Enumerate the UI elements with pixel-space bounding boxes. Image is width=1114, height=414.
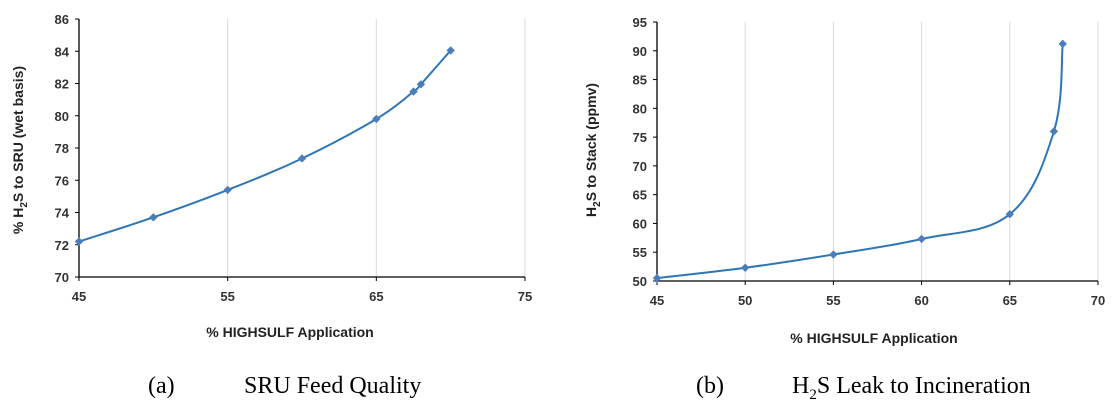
- chart-b-data-point: [1049, 127, 1059, 136]
- chart-a-y-tick-label: 84: [55, 44, 70, 59]
- chart-b-y-tick-label: 60: [633, 216, 647, 231]
- chart-a-data-point: [416, 80, 426, 89]
- chart-a-y-tick-label: 86: [55, 12, 69, 27]
- chart-a-data-point: [223, 185, 232, 195]
- caption-b-pre: H: [792, 373, 810, 399]
- chart-a-y-tick-label: 82: [55, 77, 69, 92]
- chart-b-y-tick-label: 50: [633, 274, 647, 289]
- chart-b-data-point: [829, 250, 838, 259]
- chart-b-y-axis-label: H2S to Stack (ppmv): [583, 83, 603, 217]
- chart-b-y-tick-label: 75: [633, 130, 647, 145]
- chart-b-y-tick-label: 80: [633, 101, 647, 116]
- chart-a-series-line: [78, 49, 452, 243]
- chart-b-y-tick-label: 70: [633, 159, 647, 174]
- chart-b-y-tick-label: 65: [633, 188, 647, 203]
- chart-a-y-tick-label: 72: [55, 238, 69, 253]
- chart-a-data-point: [372, 114, 381, 124]
- chart-a-y-tick-label: 78: [55, 141, 69, 156]
- chart-a-y-tick-label: 76: [55, 173, 69, 188]
- chart-a-y-tick-label: 74: [55, 206, 70, 221]
- caption-b-label: (b): [696, 373, 724, 399]
- caption-a-text: SRU Feed Quality: [244, 373, 422, 399]
- caption-b-sub: 2: [809, 386, 817, 403]
- chart-b-series-line: [656, 43, 1064, 280]
- chart-a-marks: 70 72 74 76 78 80 82 84 86 45 55 65 75: [55, 12, 533, 304]
- chart-a: % H2S to SRU (wet basis) % HIGHSULF Appl…: [0, 0, 557, 355]
- chart-a-data-point: [446, 46, 455, 55]
- chart-a-y-axis-label: % H2S to SRU (wet basis): [10, 66, 30, 234]
- chart-b: H2S to Stack (ppmv) % HIGHSULF Applicati…: [557, 0, 1114, 355]
- chart-a-data-point: [409, 87, 418, 96]
- chart-a-x-tick-label: 45: [72, 289, 86, 304]
- chart-a-plot: % H2S to SRU (wet basis) % HIGHSULF Appl…: [10, 12, 533, 340]
- chart-b-x-axis-label: % HIGHSULF Application: [790, 330, 957, 346]
- chart-b-x-tick-label: 60: [914, 293, 928, 308]
- chart-b-plot: H2S to Stack (ppmv) % HIGHSULF Applicati…: [583, 15, 1106, 346]
- chart-a-y-tick-label: 80: [55, 109, 69, 124]
- caption-a-label: (a): [148, 373, 175, 399]
- chart-a-x-tick-label: 75: [518, 289, 532, 304]
- chart-b-x-tick-label: 45: [650, 293, 664, 308]
- chart-b-y-tick-label: 95: [633, 15, 647, 30]
- chart-b-data-point: [741, 263, 750, 272]
- chart-a-data-point: [149, 213, 158, 222]
- chart-a-y-tick-label: 70: [55, 270, 69, 285]
- chart-b-y-tick-label: 90: [633, 44, 647, 59]
- chart-b-x-tick-label: 55: [826, 293, 840, 308]
- chart-a-x-axis-label: % HIGHSULF Application: [206, 324, 373, 340]
- chart-b-x-tick-label: 50: [738, 293, 752, 308]
- chart-b-y-tick-label: 55: [633, 245, 647, 260]
- chart-b-data-point: [652, 273, 662, 283]
- chart-b-x-tick-label: 70: [1091, 293, 1105, 308]
- caption-b: (b) H2S Leak to Incineration: [696, 373, 1031, 404]
- chart-a-data-point: [297, 154, 307, 163]
- chart-a-x-tick-label: 55: [220, 289, 234, 304]
- chart-b-x-tick-label: 65: [1003, 293, 1017, 308]
- chart-b-y-tick-label: 85: [633, 73, 647, 88]
- caption-b-post: S Leak to Incineration: [816, 373, 1031, 399]
- chart-b-data-point: [1058, 39, 1067, 49]
- chart-a-data-point: [74, 237, 84, 246]
- chart-b-data-point: [917, 234, 926, 244]
- chart-a-x-tick-label: 65: [369, 289, 383, 304]
- caption-a: (a) SRU Feed Quality: [148, 373, 421, 400]
